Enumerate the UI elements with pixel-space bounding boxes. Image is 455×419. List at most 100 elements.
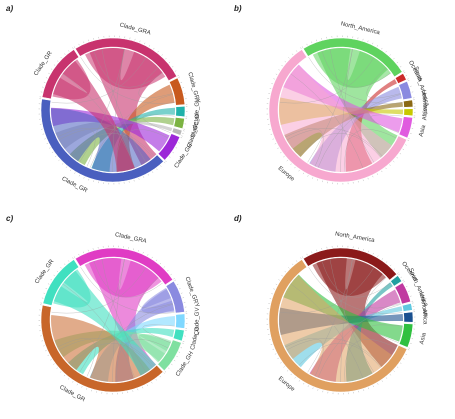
axis-tick <box>148 45 150 47</box>
axis-tick <box>64 263 66 265</box>
sector-label: Asia <box>419 332 428 345</box>
axis-tick <box>172 152 174 154</box>
sector-label: Europe <box>277 376 296 394</box>
axis-tick <box>43 292 46 294</box>
axis-tick <box>408 290 410 292</box>
axis-tick <box>165 58 167 60</box>
axis-tick <box>397 272 399 274</box>
axis-tick <box>292 263 294 265</box>
axis-tick <box>68 260 70 262</box>
axis-tick <box>62 163 64 165</box>
axis-tick <box>171 66 174 68</box>
sector-arc <box>157 133 181 161</box>
axis-tick <box>296 260 298 262</box>
axis-tick <box>407 349 410 351</box>
axis-tick <box>167 270 169 272</box>
axis-tick <box>81 386 83 388</box>
axis-tick <box>176 355 178 357</box>
sector-arc <box>172 328 185 342</box>
axis-tick <box>376 45 378 47</box>
chord-link <box>62 73 136 169</box>
chord-ribbon <box>317 48 398 158</box>
axis-tick <box>311 251 313 254</box>
axis-tick <box>178 142 180 144</box>
sector-arc <box>403 311 414 323</box>
chord-link <box>290 73 364 169</box>
axis-tick <box>49 147 51 149</box>
chord-link <box>51 267 147 314</box>
axis-tick <box>280 362 282 364</box>
panel-a: a) Clade_GRA Clade_GRY Clade_GV Clade_O Clad… <box>0 0 227 209</box>
axis-tick <box>408 347 410 349</box>
axis-tick <box>303 382 305 385</box>
sector-arc <box>303 247 397 281</box>
axis-tick <box>86 388 88 390</box>
chord-diagram-d: North_AmericaOceaniaSouth_AmericaUnknown… <box>266 231 429 395</box>
axis-tick <box>178 76 180 78</box>
chord-link <box>279 57 375 104</box>
sector-label: Africa <box>421 309 428 325</box>
axis-tick <box>405 144 407 146</box>
axis-tick <box>301 256 303 258</box>
axis-tick <box>402 358 405 360</box>
chord-diagram-b: North_AmericaOceaniaSouth_AmericaUnknown… <box>266 21 430 185</box>
sector-arc <box>165 280 185 314</box>
axis-tick <box>402 70 405 72</box>
axis-tick <box>64 53 66 55</box>
axis-tick <box>294 377 296 379</box>
axis-tick <box>402 279 404 281</box>
sector-label: Clade_GRA <box>114 232 147 245</box>
axis-tick <box>78 43 80 46</box>
chord-link <box>317 94 402 168</box>
axis-tick <box>386 261 388 263</box>
axis-tick <box>180 137 183 139</box>
axis-tick <box>290 163 292 165</box>
sector-arc <box>403 99 414 108</box>
axis-tick <box>381 380 383 382</box>
axis-tick <box>272 348 275 350</box>
axis-tick <box>405 285 408 287</box>
axis-tick <box>376 173 378 175</box>
sector-arc <box>268 259 408 393</box>
axis-tick <box>67 378 70 380</box>
sector-arc <box>398 116 413 139</box>
panel-c: c) Clade_GRA Clade_GRY Clade_GV Clade_O Clad… <box>0 210 227 419</box>
axis-tick <box>76 383 78 386</box>
chord-link <box>62 283 136 379</box>
axis-tick <box>173 278 175 280</box>
axis-tick <box>290 373 292 376</box>
axis-tick <box>43 345 45 347</box>
chord-link <box>329 258 375 373</box>
axis-tick <box>402 148 405 150</box>
sector-label: Clade_GRY <box>184 276 200 308</box>
axis-tick <box>302 172 304 175</box>
axis-tick <box>298 169 300 172</box>
axis-tick <box>45 288 48 290</box>
chord-diagram-a: Clade_GRAClade_GRYClade_GVClade_OClade_S… <box>33 22 201 194</box>
chord-link <box>112 49 125 172</box>
axis-tick <box>372 42 374 45</box>
chord-link <box>101 258 147 373</box>
axis-tick <box>50 279 52 281</box>
axis-tick <box>292 53 294 55</box>
axis-tick <box>164 161 166 164</box>
axis-tick <box>298 380 300 382</box>
axis-tick <box>56 367 58 369</box>
axis-tick <box>306 43 308 46</box>
chord-link <box>57 128 96 167</box>
axis-tick <box>177 75 179 77</box>
axis-tick <box>403 281 405 283</box>
axis-tick <box>54 155 57 157</box>
axis-tick <box>180 81 183 83</box>
axis-tick <box>151 381 153 384</box>
sector-arc <box>75 247 174 286</box>
axis-tick <box>372 385 374 388</box>
axis-tick <box>74 172 76 174</box>
axis-tick <box>60 371 62 373</box>
sector-arc <box>169 77 186 106</box>
axis-tick <box>180 347 183 349</box>
axis-tick <box>281 275 283 277</box>
axis-tick <box>153 47 155 50</box>
axis-tick <box>170 274 172 276</box>
axis-tick <box>277 147 279 149</box>
